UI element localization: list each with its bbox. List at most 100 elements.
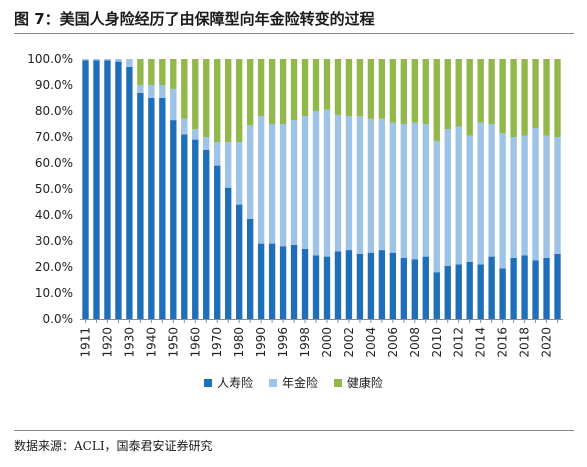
bar-segment bbox=[389, 122, 397, 253]
x-tick-label: 2018 bbox=[518, 327, 532, 358]
bar-segment bbox=[433, 140, 440, 273]
bar-segment bbox=[466, 261, 473, 319]
y-tick-label: 40.0% bbox=[35, 208, 73, 222]
bar-segment bbox=[159, 98, 166, 319]
bar-segment bbox=[334, 251, 342, 319]
x-tick-label: 1990 bbox=[254, 327, 268, 358]
bar-segment bbox=[312, 59, 320, 111]
bar-segment bbox=[356, 116, 364, 254]
bar-segment bbox=[422, 256, 429, 319]
bar-segment bbox=[268, 243, 276, 319]
x-tick-label: 1960 bbox=[188, 327, 202, 358]
x-axis: 1911 1920 1930 1940 1950 1960 1970 1980 1990 1996… bbox=[78, 319, 563, 358]
bar-segment bbox=[444, 265, 451, 319]
x-tick-label: 1930 bbox=[122, 327, 136, 358]
bar-segment bbox=[82, 59, 89, 61]
figure-title: 图 7：美国人身险经历了由保障型向年金险转变的过程 bbox=[14, 10, 375, 28]
bar-segment bbox=[455, 59, 462, 127]
bar-segment bbox=[477, 122, 484, 265]
bar-segment bbox=[323, 59, 331, 110]
bar-segment bbox=[510, 59, 517, 137]
bar-segment bbox=[554, 137, 561, 254]
bar-segment bbox=[148, 98, 155, 319]
y-tick-label: 80.0% bbox=[35, 104, 73, 118]
bar-segment bbox=[422, 59, 429, 124]
bar-segment bbox=[334, 114, 342, 252]
bar-segment bbox=[268, 124, 276, 244]
bar-segment bbox=[532, 260, 539, 319]
bar-segment bbox=[367, 252, 375, 319]
bar-segment bbox=[181, 118, 188, 135]
legend-item-health: 健康险 bbox=[333, 374, 383, 391]
bar-segment bbox=[115, 61, 122, 319]
bar-segment bbox=[477, 264, 484, 319]
bar-segment bbox=[290, 59, 298, 121]
bar-segment bbox=[279, 124, 287, 247]
bar-segment bbox=[225, 187, 232, 319]
bar-segment bbox=[126, 66, 133, 319]
bar-segment bbox=[170, 59, 177, 89]
bar-segment bbox=[400, 124, 408, 258]
bar-segment bbox=[181, 134, 188, 319]
bar-segment bbox=[246, 59, 254, 126]
bar-segment bbox=[356, 254, 364, 319]
bar-segment bbox=[444, 59, 451, 130]
bar-segment bbox=[455, 126, 462, 265]
bar-segment bbox=[257, 243, 265, 319]
bar-segment bbox=[126, 59, 133, 67]
bar-segment bbox=[181, 59, 188, 119]
bar-segment bbox=[334, 59, 342, 115]
bar-segment bbox=[422, 124, 429, 257]
bar-segment bbox=[521, 255, 528, 319]
bar-segment bbox=[400, 59, 408, 124]
bar-segment bbox=[378, 118, 386, 251]
bar-segment bbox=[279, 246, 287, 319]
x-tick-label: 2010 bbox=[430, 327, 444, 358]
bar-segment bbox=[192, 59, 199, 130]
bar-segment bbox=[257, 116, 265, 244]
bar-segment bbox=[104, 60, 111, 320]
bar-segment bbox=[312, 255, 320, 319]
bar-segment bbox=[137, 59, 144, 85]
bar-segment bbox=[104, 59, 111, 61]
bar-segment bbox=[203, 137, 210, 150]
source-note: 数据来源：ACLI，国泰君安证券研究 bbox=[14, 439, 213, 453]
bar-segment bbox=[510, 257, 517, 319]
bar-segment bbox=[389, 59, 397, 123]
bar-segment bbox=[301, 116, 309, 249]
bar-segment bbox=[400, 257, 408, 319]
legend-swatch-health bbox=[333, 378, 342, 387]
bar-segment bbox=[466, 135, 473, 262]
bar-segment bbox=[345, 250, 353, 319]
bar-segment bbox=[411, 59, 418, 123]
title-divider bbox=[14, 33, 574, 34]
x-tick-label: 2008 bbox=[408, 327, 422, 358]
bar-segment bbox=[367, 118, 375, 253]
bar-segment bbox=[301, 248, 309, 319]
bar-segment bbox=[433, 59, 440, 141]
x-tick-label: 1950 bbox=[166, 327, 180, 358]
bar-segment bbox=[214, 165, 221, 319]
bar-segment bbox=[301, 59, 309, 117]
bar-segment bbox=[356, 59, 364, 117]
x-tick-label: 2006 bbox=[386, 327, 400, 358]
bar-segment bbox=[279, 59, 287, 124]
bar-segment bbox=[510, 137, 517, 258]
bar-segment bbox=[312, 111, 320, 256]
y-tick-label: 10.0% bbox=[35, 286, 73, 300]
x-tick-label: 1920 bbox=[100, 327, 114, 358]
legend-label-life: 人寿险 bbox=[217, 376, 254, 390]
bar-segment bbox=[521, 135, 528, 256]
bar-segment bbox=[159, 85, 166, 98]
x-tick-label: 2002 bbox=[342, 327, 356, 358]
bar-segment bbox=[290, 120, 298, 245]
bar-segment bbox=[499, 59, 506, 134]
bar-segment bbox=[367, 59, 375, 119]
bar-segment bbox=[137, 92, 144, 319]
bar-segment bbox=[290, 244, 298, 319]
x-tick-label: 2014 bbox=[474, 327, 488, 358]
legend-swatch-life bbox=[204, 378, 213, 387]
x-tick-label: 1970 bbox=[210, 327, 224, 358]
bar-segment bbox=[543, 135, 550, 258]
bar-segment bbox=[148, 59, 155, 85]
